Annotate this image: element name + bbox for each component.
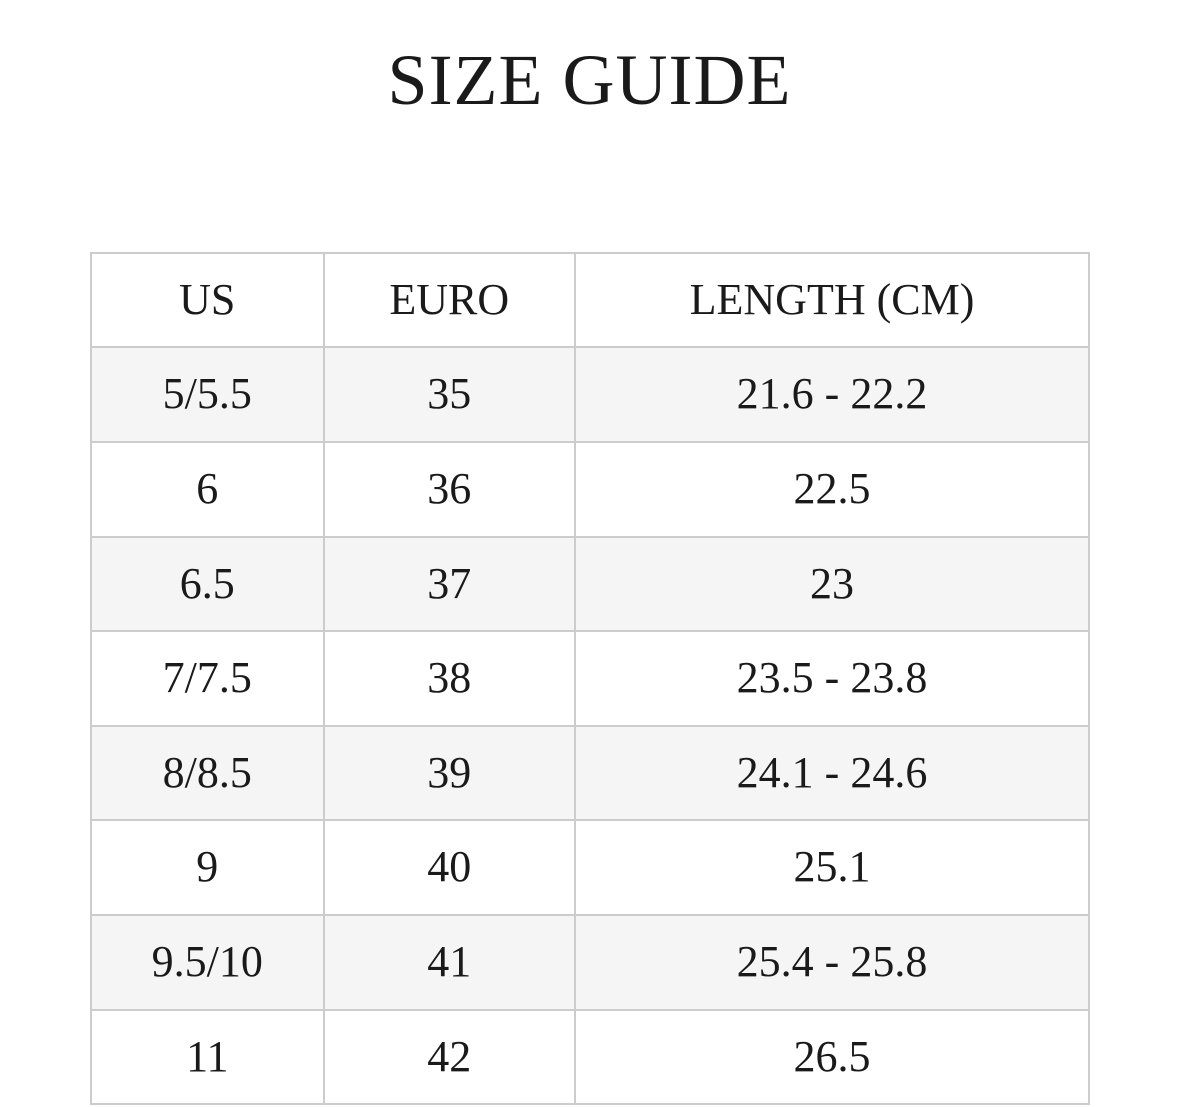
size-table: US EURO LENGTH (CM) 5/5.5 35 21.6 - 22.2 6 3…	[90, 251, 1090, 1106]
table-row: 6 36 22.5	[90, 440, 1090, 538]
page-title: SIZE GUIDE	[387, 40, 792, 120]
table-row: 9.5/10 41 25.4 - 25.8	[90, 913, 1090, 1011]
table-cell: 23.5 - 23.8	[574, 630, 1090, 727]
table-row: 9 40 25.1	[90, 819, 1090, 916]
table-row: 5/5.5 35 21.6 - 22.2	[90, 346, 1090, 443]
table-cell: 24.1 - 24.6	[574, 724, 1090, 822]
table-cell: 9	[90, 819, 325, 916]
table-row: 11 42 26.5	[90, 1008, 1090, 1106]
column-header-us: US	[90, 251, 325, 349]
header-row: US EURO LENGTH (CM)	[90, 251, 1090, 349]
table-cell: 5/5.5	[90, 346, 325, 443]
table-cell: 39	[322, 724, 577, 822]
table-cell: 35	[322, 346, 577, 443]
table-cell: 23	[574, 535, 1090, 633]
table-cell: 6.5	[90, 535, 325, 633]
table-row: 7/7.5 38 23.5 - 23.8	[90, 630, 1090, 727]
table-cell: 9.5/10	[90, 913, 325, 1011]
size-table-body: 5/5.5 35 21.6 - 22.2 6 36 22.5 6.5 37 23 7/7.5 38 2…	[90, 346, 1090, 1106]
table-cell: 41	[322, 913, 577, 1011]
table-row: 6.5 37 23	[90, 535, 1090, 633]
table-cell: 21.6 - 22.2	[574, 346, 1090, 443]
table-cell: 22.5	[574, 440, 1090, 538]
table-cell: 25.4 - 25.8	[574, 913, 1090, 1011]
table-cell: 42	[322, 1008, 577, 1106]
size-table-container: US EURO LENGTH (CM) 5/5.5 35 21.6 - 22.2 6 3…	[90, 251, 1090, 1106]
table-cell: 7/7.5	[90, 630, 325, 727]
table-cell: 25.1	[574, 819, 1090, 916]
table-cell: 6	[90, 440, 325, 538]
table-cell: 26.5	[574, 1008, 1090, 1106]
table-cell: 36	[322, 440, 577, 538]
column-header-euro: EURO	[322, 251, 577, 349]
table-cell: 8/8.5	[90, 724, 325, 822]
table-cell: 37	[322, 535, 577, 633]
table-cell: 11	[90, 1008, 325, 1106]
table-cell: 38	[322, 630, 577, 727]
size-table-head: US EURO LENGTH (CM)	[90, 251, 1090, 349]
column-header-length-cm: LENGTH (CM)	[574, 251, 1090, 349]
table-row: 8/8.5 39 24.1 - 24.6	[90, 724, 1090, 822]
table-cell: 40	[322, 819, 577, 916]
